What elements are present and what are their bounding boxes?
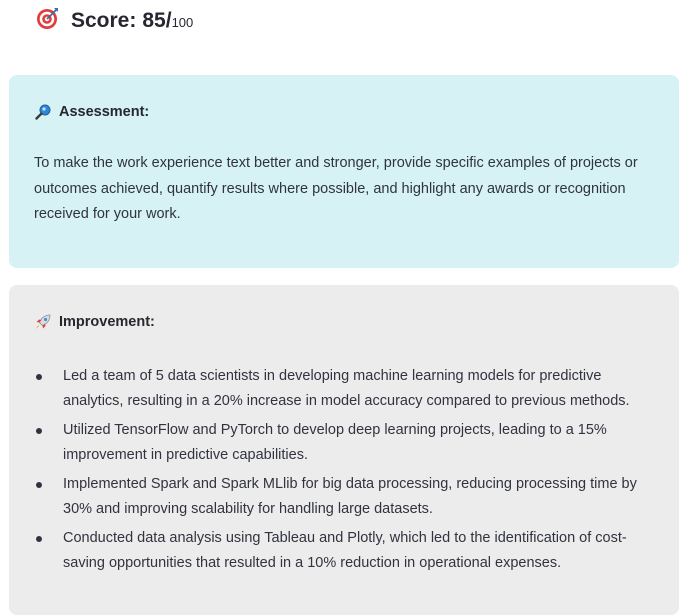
score-header: Score: 85/ 100 [36,3,193,37]
list-item-text: Utilized TensorFlow and PyTorch to devel… [63,422,607,463]
improvement-card: Improvement: Led a team of 5 data scient… [9,285,679,615]
rocket-icon [35,314,51,330]
assessment-heading-label: Assessment: [59,104,150,120]
bullet-icon [36,482,42,488]
bullet-icon [36,374,42,380]
assessment-text: To make the work experience text better … [34,155,638,222]
list-item-text: Implemented Spark and Spark MLlib for bi… [63,476,637,517]
list-item: Led a team of 5 data scientists in devel… [34,364,654,414]
assessment-heading: Assessment: [35,104,149,120]
magnifier-icon [35,104,51,120]
assessment-card: Assessment: To make the work experience … [9,75,679,268]
improvement-heading-label: Improvement: [59,314,155,330]
improvement-list: Led a team of 5 data scientists in devel… [34,364,654,580]
list-item-text: Conducted data analysis using Tableau an… [63,530,627,571]
bullet-icon [36,428,42,434]
score-max: 100 [171,15,194,30]
list-item: Implemented Spark and Spark MLlib for bi… [34,472,654,522]
score-value: 85/ [142,9,172,32]
target-dart-icon [36,6,60,30]
list-item-text: Led a team of 5 data scientists in devel… [63,368,630,409]
list-item: Utilized TensorFlow and PyTorch to devel… [34,418,654,468]
score-label: Score: [71,9,137,32]
list-item: Conducted data analysis using Tableau an… [34,526,654,576]
improvement-heading: Improvement: [35,314,155,330]
bullet-icon [36,536,42,542]
